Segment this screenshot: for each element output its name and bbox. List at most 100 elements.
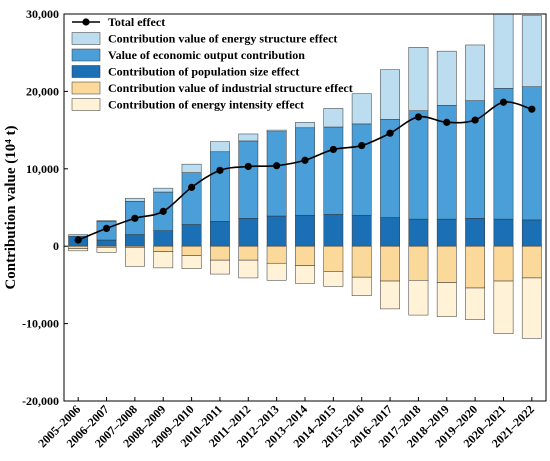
- bar-neg-s1-10: [351, 276, 372, 296]
- bar-pos-s0-7: [266, 215, 287, 247]
- legend-label-3: Contribution of population size effect: [108, 65, 299, 79]
- bar-pos-s2-9: [323, 108, 344, 128]
- bar-pos-s2-1: [96, 220, 117, 222]
- bar-pos-s0-13: [436, 218, 457, 247]
- bar-pos-s1-6: [238, 140, 259, 219]
- bar-neg-s1-16: [521, 277, 542, 339]
- legend-swatch-5: [71, 98, 101, 111]
- y-tick-label-5: 30,000: [26, 7, 59, 21]
- bar-pos-s2-6: [238, 133, 259, 142]
- total-effect-point-4: [187, 183, 196, 191]
- total-effect-point-2: [131, 214, 139, 222]
- bar-pos-s2-13: [436, 50, 457, 106]
- bar-neg-s0-16: [521, 245, 542, 279]
- legend-swatch-1: [71, 32, 101, 45]
- total-effect-point-6: [244, 162, 252, 171]
- bar-neg-s1-5: [210, 259, 230, 275]
- bar-neg-s1-11: [380, 280, 400, 310]
- y-tick-label-4: 20,000: [26, 84, 59, 98]
- bar-pos-s2-8: [295, 122, 315, 129]
- bar-neg-s0-12: [408, 245, 429, 281]
- bar-neg-s1-12: [408, 280, 429, 316]
- total-effect-point-10: [358, 141, 366, 150]
- y-tick-label-0: -20,000: [22, 394, 59, 408]
- bar-pos-s2-4: [181, 163, 202, 173]
- bar-pos-s1-7: [266, 131, 287, 217]
- bar-pos-s2-16: [521, 15, 542, 88]
- bar-pos-s0-5: [210, 221, 230, 247]
- bar-pos-s1-9: [323, 126, 344, 215]
- bars-layer: [68, 13, 542, 339]
- y-tick-label-3: 10,000: [26, 162, 59, 176]
- bar-pos-s2-0: [68, 234, 89, 237]
- legend-label-5: Contribution of energy intensity effect: [108, 98, 304, 112]
- legend-swatch-2: [71, 48, 101, 62]
- bar-pos-s2-14: [465, 44, 486, 101]
- bar-neg-s0-0: [68, 245, 89, 249]
- bar-neg-s1-6: [238, 259, 259, 279]
- total-effect-point-7: [273, 162, 281, 170]
- bar-neg-s1-1: [96, 247, 117, 253]
- bar-neg-s1-0: [68, 248, 89, 252]
- total-effect-point-16: [528, 105, 536, 113]
- legend-label-4: Contribution value of industrial structu…: [108, 81, 353, 95]
- bar-pos-s2-7: [266, 129, 287, 132]
- bar-pos-s2-3: [153, 187, 174, 193]
- legend-swatch-4: [71, 81, 101, 95]
- bar-pos-s2-15: [493, 13, 514, 89]
- total-effect-point-3: [159, 207, 167, 215]
- bar-neg-s1-13: [436, 282, 457, 317]
- y-tick-label-1: -10,000: [22, 317, 59, 331]
- bar-neg-s1-7: [266, 262, 287, 281]
- bar-neg-s0-10: [351, 245, 372, 278]
- bar-neg-s0-8: [295, 245, 315, 266]
- bar-neg-s1-8: [295, 265, 315, 284]
- bar-neg-s0-11: [380, 245, 400, 282]
- y-tick-label-2: 0: [53, 239, 59, 253]
- bar-pos-s1-10: [351, 123, 372, 216]
- bar-neg-s1-9: [323, 271, 344, 287]
- bar-neg-s1-3: [153, 251, 174, 269]
- legend: Total effect Contribution value of energy…: [71, 15, 353, 112]
- bar-pos-s1-4: [181, 172, 202, 225]
- bar-pos-s0-15: [493, 218, 514, 247]
- bar-pos-s0-3: [153, 230, 174, 247]
- bar-pos-s2-2: [124, 197, 145, 202]
- bar-pos-s0-8: [295, 214, 315, 247]
- bar-neg-s0-5: [210, 245, 230, 261]
- total-effect-point-12: [414, 113, 423, 121]
- bar-pos-s1-5: [210, 151, 230, 222]
- bar-neg-s0-4: [181, 245, 202, 256]
- total-effect-point-5: [216, 166, 224, 174]
- total-effect-point-14: [471, 116, 479, 124]
- legend-label-2: Value of economic output contribution: [108, 48, 305, 62]
- bar-pos-s0-11: [380, 217, 400, 247]
- total-effect-point-8: [301, 156, 309, 164]
- bar-pos-s1-15: [493, 88, 514, 220]
- bar-neg-s1-2: [124, 247, 145, 267]
- legend-label-0: Total effect: [108, 15, 165, 29]
- bar-pos-s0-16: [521, 219, 542, 247]
- total-effect-point-1: [102, 224, 111, 232]
- legend-line-marker: [82, 18, 90, 26]
- total-effect-point-9: [329, 145, 337, 154]
- bar-pos-s0-6: [238, 218, 259, 247]
- bar-neg-s0-15: [493, 245, 514, 282]
- bar-pos-s0-1: [96, 239, 117, 247]
- bar-neg-s1-15: [493, 280, 514, 334]
- bar-neg-s1-4: [181, 255, 202, 269]
- legend-label-1: Contribution value of energy structure e…: [108, 32, 337, 46]
- total-effect-point-15: [499, 98, 508, 106]
- bar-neg-s0-3: [153, 245, 174, 252]
- bar-pos-s2-11: [380, 69, 400, 120]
- total-effect-point-11: [386, 129, 394, 137]
- bar-neg-s0-9: [323, 245, 344, 272]
- bar-pos-s0-9: [323, 214, 344, 247]
- bar-pos-s0-12: [408, 218, 429, 247]
- bar-pos-s0-4: [181, 224, 202, 247]
- bar-neg-s0-13: [436, 245, 457, 283]
- legend-swatch-3: [71, 65, 101, 78]
- total-effect-point-13: [443, 118, 451, 126]
- bar-neg-s0-14: [465, 245, 486, 289]
